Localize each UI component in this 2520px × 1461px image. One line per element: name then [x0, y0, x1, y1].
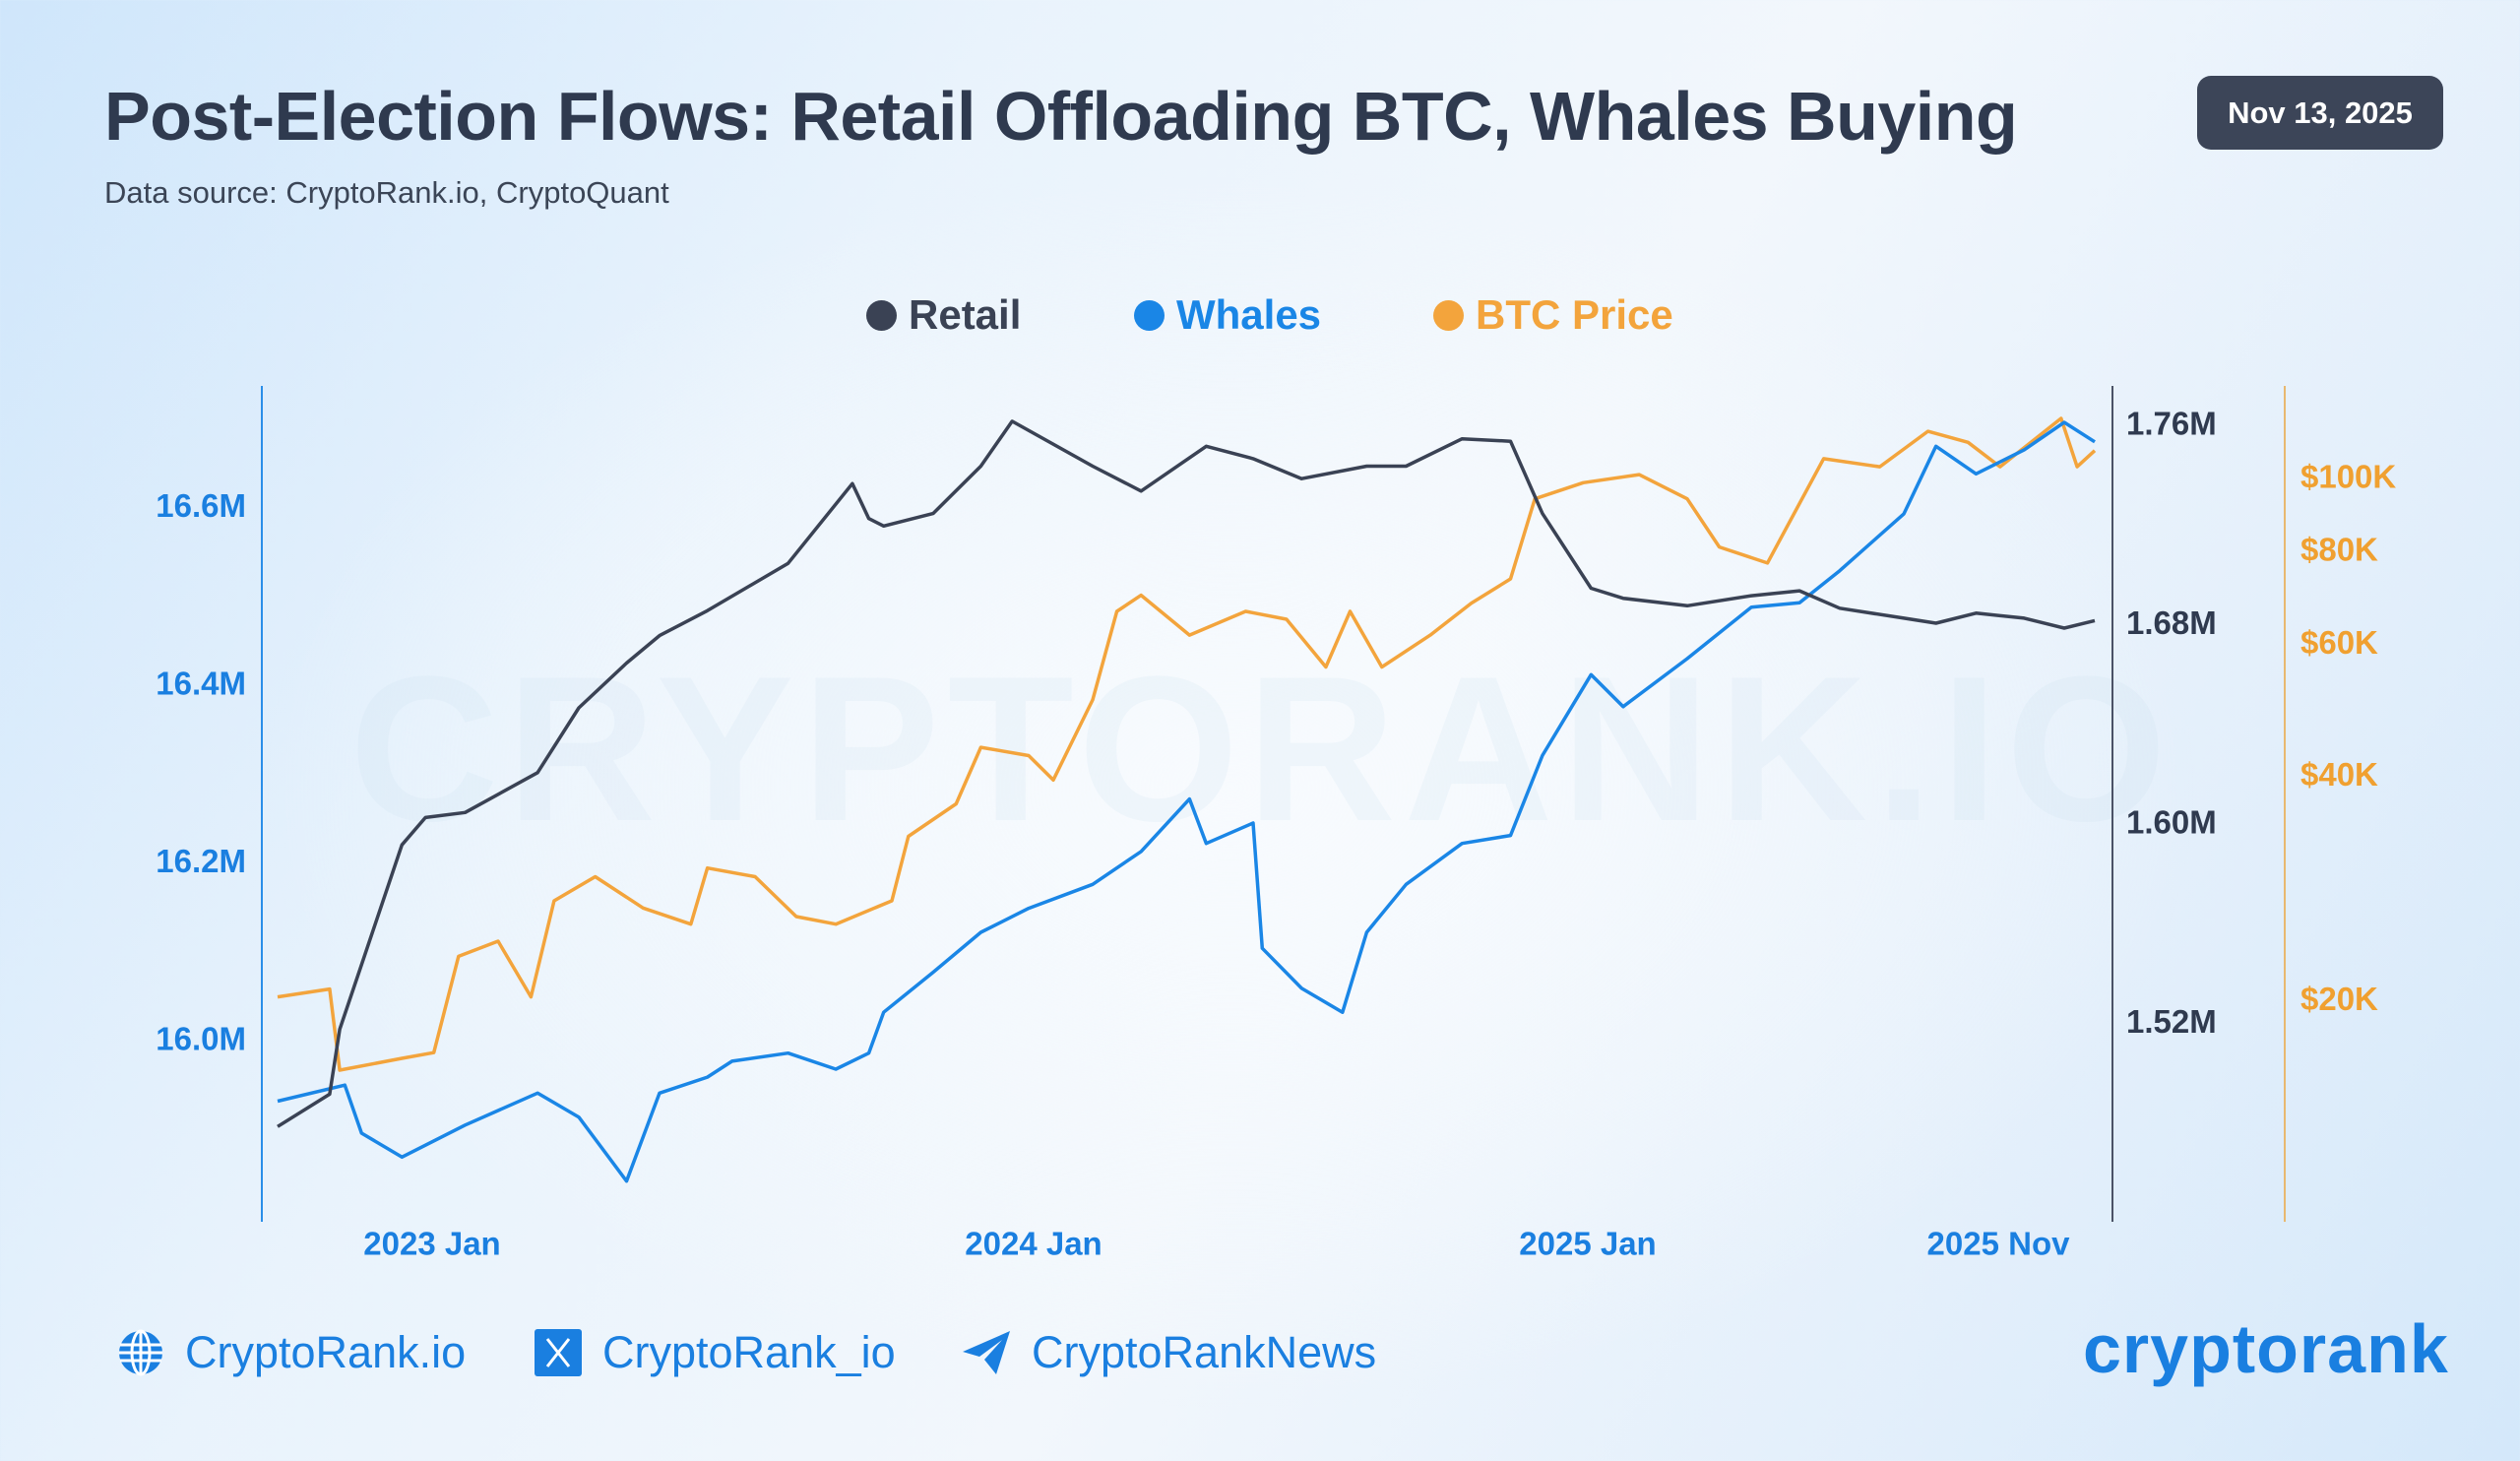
legend-btc-price[interactable]: BTC Price — [1433, 291, 1673, 339]
website-label: CryptoRank.io — [185, 1327, 467, 1377]
series-line-whales — [277, 420, 2096, 1183]
right-tick-label: 1.68M — [2126, 604, 2217, 641]
legend-whales[interactable]: Whales — [1134, 291, 1321, 339]
btc-tick-label: $80K — [2300, 531, 2378, 567]
right-tick-label: 1.52M — [2126, 1003, 2217, 1040]
legend-label: Whales — [1176, 291, 1322, 338]
series-line-retail — [277, 419, 2096, 1128]
legend-label: BTC Price — [1476, 291, 1673, 338]
globe-icon — [119, 1329, 162, 1376]
left-tick-label: 16.4M — [156, 666, 246, 702]
x-tick-label: 2023 Jan — [363, 1226, 500, 1262]
watermark: CRYPTORANK.IO — [348, 633, 2175, 864]
footer-website-link[interactable]: CryptoRank.io — [116, 1327, 466, 1378]
btc-tick-label: $40K — [2300, 756, 2378, 793]
left-tick-label: 16.6M — [156, 487, 246, 524]
data-source: Data source: CryptoRank.io, CryptoQuant — [104, 175, 669, 210]
right-tick-label: 1.60M — [2126, 804, 2217, 841]
x-icon — [535, 1329, 582, 1376]
telegram-icon — [963, 1331, 1010, 1374]
x-tick-label: 2025 Nov — [1927, 1226, 2071, 1262]
left-tick-label: 16.2M — [156, 843, 246, 879]
footer-telegram-link[interactable]: CryptoRankNews — [961, 1327, 1376, 1378]
legend-retail[interactable]: Retail — [866, 291, 1021, 339]
telegram-label: CryptoRankNews — [1032, 1327, 1377, 1377]
left-tick-label: 16.0M — [156, 1021, 246, 1057]
date-badge: Nov 13, 2025 — [2197, 76, 2443, 150]
btc-tick-label: $100K — [2300, 459, 2396, 495]
cryptorank-logo: cryptorank — [2083, 1310, 2449, 1387]
x-tick-label: 2024 Jan — [965, 1226, 1102, 1262]
x-tick-label: 2025 Jan — [1519, 1226, 1656, 1262]
retail-dot-icon — [866, 299, 897, 331]
series-line-btc-price — [277, 416, 2097, 1072]
page-title: Post-Election Flows: Retail Offloading B… — [104, 78, 2018, 155]
legend-label: Retail — [909, 291, 1022, 338]
btc-tick-label: $60K — [2300, 624, 2378, 661]
btc-tick-label: $20K — [2300, 981, 2378, 1017]
whales-dot-icon — [1134, 299, 1165, 331]
x-handle-label: CryptoRank_io — [602, 1327, 896, 1377]
btc-dot-icon — [1433, 299, 1464, 331]
footer-x-link[interactable]: CryptoRank_io — [534, 1327, 896, 1378]
right-tick-label: 1.76M — [2126, 406, 2217, 442]
